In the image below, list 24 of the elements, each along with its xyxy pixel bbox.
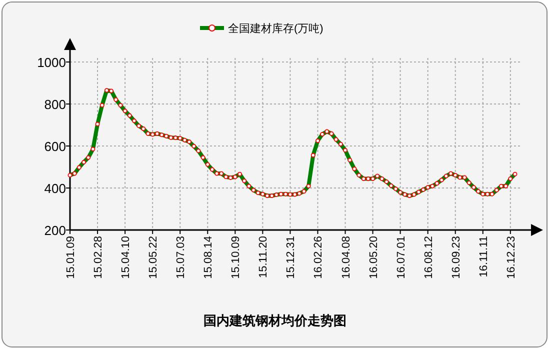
x-tick-label: 15.11.20: [258, 236, 270, 278]
x-tick-label: 15.08.14: [202, 236, 215, 279]
y-tick-label: 600: [44, 139, 66, 154]
text: 国内建筑钢材均价走势图: [204, 313, 346, 328]
x-tick-label: 16.05.20: [368, 236, 380, 279]
x-tick-label: 15.02.28: [92, 236, 105, 279]
y-tick-label: 400: [44, 181, 66, 196]
x-tick-label: 16.04.08: [340, 236, 352, 279]
y-tick-label: 800: [44, 97, 66, 112]
y-tick-label: 1000: [37, 55, 66, 70]
x-tick-label: 16.11.11: [478, 236, 490, 278]
x-tick-label: 16.08.12: [422, 236, 435, 279]
x-tick-label: 15.12.31: [285, 236, 298, 279]
x-tick-label: 15.10.09: [230, 236, 242, 279]
x-tick-label: 16.07.01: [395, 236, 408, 279]
x-tick-label: 16.02.26: [312, 236, 325, 279]
x-tick-label: 16.12.23: [505, 236, 518, 279]
x-tick-label: 15.04.10: [120, 236, 132, 279]
legend-label: 全国建材库存(万吨): [228, 22, 324, 35]
y-tick-label: 200: [44, 223, 66, 238]
x-tick-label: 15.05.22: [148, 236, 160, 279]
x-tick-label: 16.09.23: [450, 236, 462, 279]
x-tick-label: 15.01.09: [65, 236, 77, 279]
x-tick-label: 15.07.03: [175, 236, 188, 279]
